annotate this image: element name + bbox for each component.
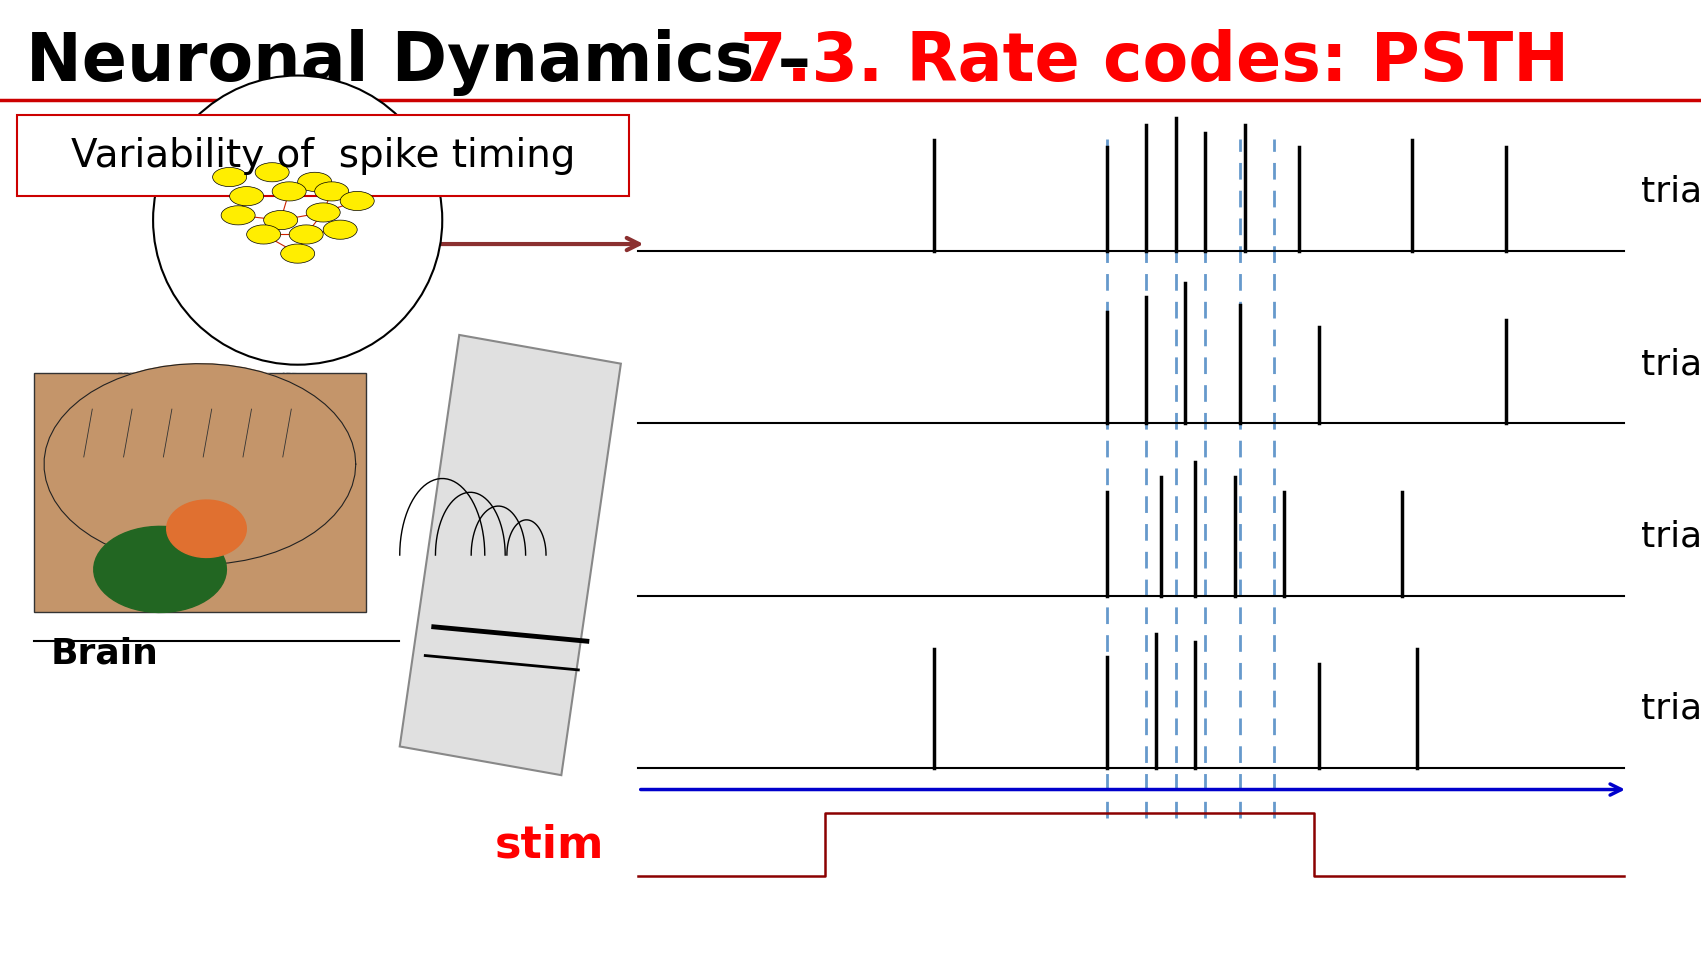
Text: stim: stim [495,823,604,866]
Polygon shape [94,526,226,612]
Text: trial 3: trial 3 [1641,520,1701,553]
Text: 7.3. Rate codes: PSTH: 7.3. Rate codes: PSTH [740,29,1568,95]
Text: trial 1: trial 1 [1641,175,1701,209]
Ellipse shape [153,76,442,365]
Bar [34,373,366,612]
Polygon shape [44,364,356,565]
Circle shape [247,225,281,244]
Circle shape [306,203,340,222]
Circle shape [221,206,255,225]
Circle shape [272,182,306,201]
Text: Brain: Brain [51,636,158,671]
Circle shape [323,220,357,239]
Circle shape [340,191,374,211]
Circle shape [298,172,332,191]
Polygon shape [167,501,247,557]
Text: Variability of  spike timing: Variability of spike timing [71,137,575,174]
Circle shape [289,225,323,244]
Circle shape [315,182,349,201]
Text: Neuronal Dynamics –: Neuronal Dynamics – [26,29,833,96]
Circle shape [255,163,289,182]
Circle shape [213,167,247,187]
Bar [17,115,629,196]
Polygon shape [400,335,621,775]
Circle shape [281,244,315,263]
Text: trial: trial [1641,692,1701,725]
Circle shape [230,187,264,206]
Circle shape [264,211,298,230]
Text: trial 2: trial 2 [1641,347,1701,381]
